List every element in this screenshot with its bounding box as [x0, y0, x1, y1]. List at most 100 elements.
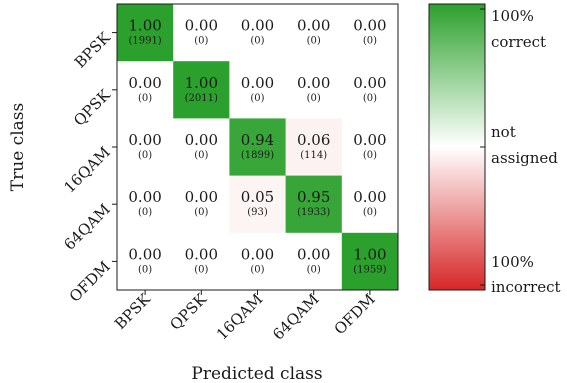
cell-qpsk-64qam: 0.00(0) [285, 61, 343, 119]
cell-fraction: 0.00 [128, 74, 161, 92]
x-tick-label-bpsk: BPSK [111, 290, 154, 333]
cell-count: (0) [138, 150, 152, 161]
cell-bpsk-64qam: 0.00(0) [285, 4, 343, 62]
cell-count: (0) [194, 264, 208, 275]
cell-count: (0) [363, 207, 377, 218]
colorbar [428, 3, 486, 291]
y-tick-label-qpsk: QPSK [70, 85, 114, 129]
cell-count: (0) [138, 264, 152, 275]
cell-fraction: 1.00 [128, 17, 161, 35]
cell-64qam-64qam: 0.95(1933) [285, 175, 343, 234]
cell-16qam-64qam: 0.06(114) [285, 118, 343, 176]
cell-16qam-ofdm: 0.00(0) [341, 118, 399, 176]
cell-count: (0) [307, 264, 321, 275]
y-tick-label-ofdm: OFDM [66, 258, 114, 306]
cell-bpsk-bpsk: 1.00(1991) [117, 4, 174, 62]
cell-count: (1899) [241, 150, 274, 161]
cell-fraction: 1.00 [185, 74, 218, 92]
cell-64qam-qpsk: 0.00(0) [173, 175, 230, 234]
cell-fill [285, 4, 343, 62]
cell-fraction: 0.94 [241, 131, 274, 149]
cell-ofdm-64qam: 0.00(0) [285, 232, 343, 291]
cell-fraction: 0.00 [185, 245, 218, 263]
cell-fraction: 0.00 [241, 245, 274, 263]
cell-fill [341, 118, 399, 176]
cell-ofdm-qpsk: 0.00(0) [173, 232, 230, 291]
cell-fill [229, 175, 286, 234]
cell-bpsk-16qam: 0.00(0) [229, 4, 286, 62]
matrix-cells: 1.00(1991)0.00(0)0.00(0)0.00(0)0.00(0)0.… [117, 4, 399, 291]
cell-fraction: 0.00 [185, 188, 218, 206]
y-tick-label-bpsk: BPSK [71, 28, 114, 71]
cell-count: (0) [138, 93, 152, 104]
cell-16qam-qpsk: 0.00(0) [173, 118, 230, 176]
cell-fill [117, 61, 174, 119]
cell-fill [173, 118, 230, 176]
cell-fraction: 0.00 [241, 74, 274, 92]
cell-fraction: 0.00 [128, 131, 161, 149]
colorbar-label-neutral-2: assigned [491, 149, 558, 167]
cell-qpsk-ofdm: 0.00(0) [341, 61, 399, 119]
cell-fraction: 0.00 [297, 17, 330, 35]
cell-ofdm-ofdm: 1.00(1959) [341, 232, 399, 291]
cell-count: (0) [363, 93, 377, 104]
cell-count: (1991) [128, 36, 161, 47]
cell-fill [341, 175, 399, 234]
cell-fraction: 0.00 [353, 74, 386, 92]
cell-fill [117, 118, 174, 176]
cell-fill [117, 232, 174, 291]
cell-count: (2011) [185, 93, 218, 104]
cell-fraction: 0.00 [353, 188, 386, 206]
colorbar-label-incorrect-2: incorrect [491, 278, 561, 296]
cell-qpsk-bpsk: 0.00(0) [117, 61, 174, 119]
x-tick-label-qpsk: QPSK [166, 290, 210, 334]
cell-ofdm-16qam: 0.00(0) [229, 232, 286, 291]
cell-bpsk-qpsk: 0.00(0) [173, 4, 230, 62]
cell-qpsk-16qam: 0.00(0) [229, 61, 286, 119]
cell-64qam-bpsk: 0.00(0) [117, 175, 174, 234]
cell-fill [117, 175, 174, 234]
cell-fill [285, 232, 343, 291]
x-tick-label-64qam: 64QAM [269, 290, 322, 343]
colorbar-label-correct-1: 100% [491, 7, 534, 25]
y-axis-title: True class [8, 103, 28, 191]
colorbar-label-neutral-1: not [491, 123, 516, 141]
cell-fraction: 0.00 [297, 74, 330, 92]
cell-fill [229, 61, 286, 119]
cell-fraction: 0.00 [241, 17, 274, 35]
cell-fill [173, 4, 230, 62]
cell-count: (114) [300, 150, 327, 161]
x-axis-title: Predicted class [191, 364, 322, 383]
cell-count: (0) [194, 36, 208, 47]
cell-16qam-16qam: 0.94(1899) [229, 118, 286, 176]
cell-count: (0) [307, 36, 321, 47]
cell-fraction: 0.05 [241, 188, 274, 206]
cell-fill [285, 61, 343, 119]
cell-fraction: 0.00 [185, 17, 218, 35]
cell-ofdm-bpsk: 0.00(0) [117, 232, 174, 291]
cell-fraction: 0.00 [128, 188, 161, 206]
cell-fill [173, 175, 230, 234]
colorbar-label-incorrect-1: 100% [491, 253, 534, 271]
cell-count: (1959) [353, 264, 386, 275]
cell-count: (0) [363, 150, 377, 161]
cell-count: (0) [363, 36, 377, 47]
colorbar-label-correct-2: correct [491, 33, 546, 51]
cell-fraction: 0.00 [128, 245, 161, 263]
cell-fill [285, 175, 343, 234]
cell-fill [285, 118, 343, 176]
cell-count: (0) [250, 36, 264, 47]
cell-fill [117, 4, 174, 62]
cell-fill [229, 232, 286, 291]
cell-count: (0) [307, 93, 321, 104]
cell-qpsk-qpsk: 1.00(2011) [173, 61, 230, 119]
cell-count: (0) [194, 150, 208, 161]
cell-fraction: 0.06 [297, 131, 330, 149]
cell-fill [173, 232, 230, 291]
cell-64qam-16qam: 0.05(93) [229, 175, 286, 234]
cell-fraction: 1.00 [353, 245, 386, 263]
cell-bpsk-ofdm: 0.00(0) [341, 4, 399, 62]
x-tick-labels: BPSK QPSK 16QAM 64QAM OFDM [111, 290, 379, 344]
